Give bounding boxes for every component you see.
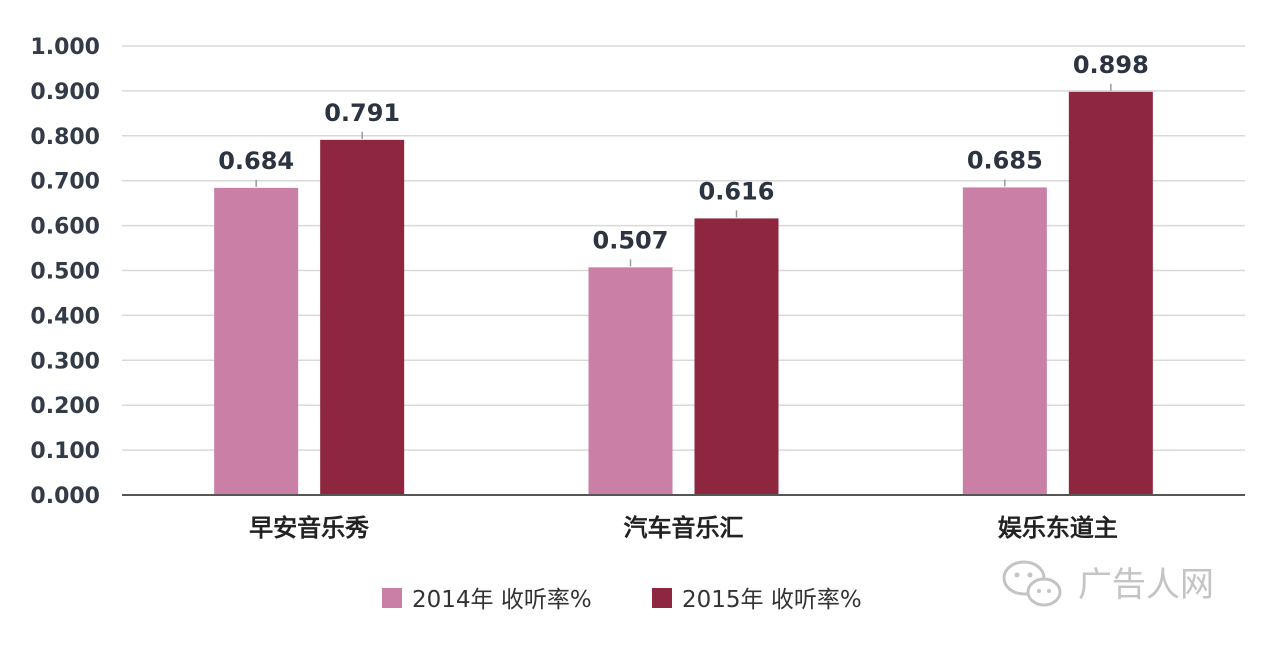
y-tick-label: 1.000 xyxy=(30,35,100,60)
data-label: 0.898 xyxy=(1073,51,1149,79)
y-tick-label: 0.400 xyxy=(30,304,100,329)
bar-2-3 xyxy=(1068,91,1153,495)
legend: 2014年 收听率% 2015年 收听率% xyxy=(382,587,862,613)
data-labels: 0.684 0.791 0.507 0.616 0.685 0.898 xyxy=(218,51,1149,267)
bar-1-1 xyxy=(214,187,299,495)
y-tick-label: 0.100 xyxy=(30,439,100,464)
bar-1-3 xyxy=(962,187,1047,495)
x-axis-categories: 早安音乐秀 汽车音乐汇 娱乐东道主 xyxy=(249,514,1118,542)
bar-2-2 xyxy=(694,218,779,495)
x-category-label: 汽车音乐汇 xyxy=(624,514,744,542)
bars xyxy=(214,91,1153,495)
y-tick-label: 0.200 xyxy=(30,394,100,419)
watermark-text: 广告人网 xyxy=(1078,565,1214,605)
y-tick-label: 0.500 xyxy=(30,260,100,285)
y-tick-label: 0.600 xyxy=(30,215,100,240)
legend-label: 2014年 收听率% xyxy=(412,587,592,613)
bar-2-1 xyxy=(320,139,405,495)
y-tick-label: 0.900 xyxy=(30,80,100,105)
data-label: 0.791 xyxy=(324,99,400,127)
bar-1-2 xyxy=(588,267,673,495)
grid-lines xyxy=(122,45,1245,451)
legend-swatch xyxy=(382,588,402,608)
y-tick-label: 0.700 xyxy=(30,170,100,195)
x-category-label: 早安音乐秀 xyxy=(249,514,369,542)
x-category-label: 娱乐东道主 xyxy=(998,514,1118,542)
data-label: 0.616 xyxy=(699,177,775,205)
wechat-icon xyxy=(1002,560,1062,607)
y-tick-label: 0.000 xyxy=(30,484,100,509)
data-label: 0.685 xyxy=(967,146,1043,174)
y-axis-ticks: 0.000 0.100 0.200 0.300 0.400 0.500 0.600 0.700… xyxy=(30,35,100,509)
legend-swatch xyxy=(652,588,672,608)
data-label: 0.507 xyxy=(593,226,669,254)
y-tick-label: 0.300 xyxy=(30,349,100,374)
y-tick-label: 0.800 xyxy=(30,125,100,150)
watermark: 广告人网 xyxy=(1002,560,1214,607)
legend-label: 2015年 收听率% xyxy=(682,587,862,613)
data-label: 0.684 xyxy=(218,147,294,175)
